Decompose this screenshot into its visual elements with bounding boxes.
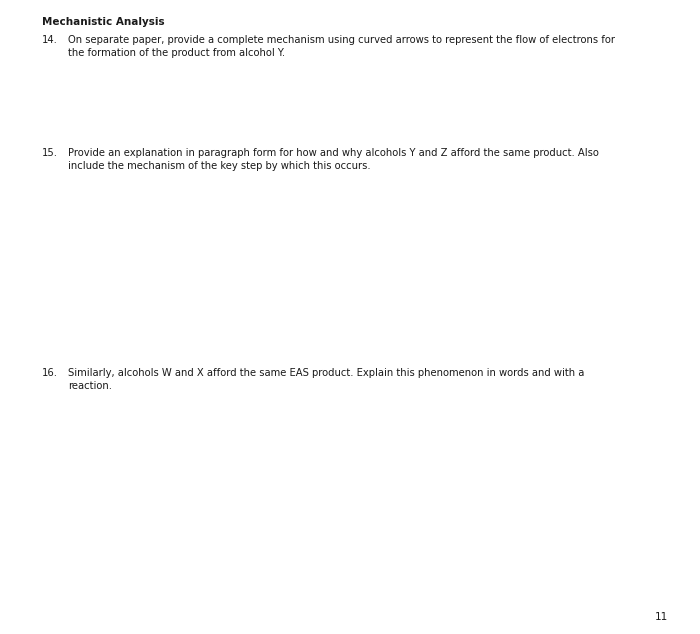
Text: 14.: 14. bbox=[42, 35, 58, 45]
Text: On separate paper, provide a complete mechanism using curved arrows to represent: On separate paper, provide a complete me… bbox=[68, 35, 615, 45]
Text: Provide an explanation in paragraph form for how and why alcohols Y and Z afford: Provide an explanation in paragraph form… bbox=[68, 148, 599, 158]
Text: Mechanistic Analysis: Mechanistic Analysis bbox=[42, 17, 164, 27]
Text: 11: 11 bbox=[655, 612, 668, 622]
Text: 16.: 16. bbox=[42, 368, 58, 378]
Text: Similarly, alcohols W and X afford the same EAS product. Explain this phenomenon: Similarly, alcohols W and X afford the s… bbox=[68, 368, 584, 378]
Text: reaction.: reaction. bbox=[68, 381, 112, 391]
Text: include the mechanism of the key step by which this occurs.: include the mechanism of the key step by… bbox=[68, 161, 370, 171]
Text: the formation of the product from alcohol Y.: the formation of the product from alcoho… bbox=[68, 48, 285, 58]
Text: 15.: 15. bbox=[42, 148, 58, 158]
